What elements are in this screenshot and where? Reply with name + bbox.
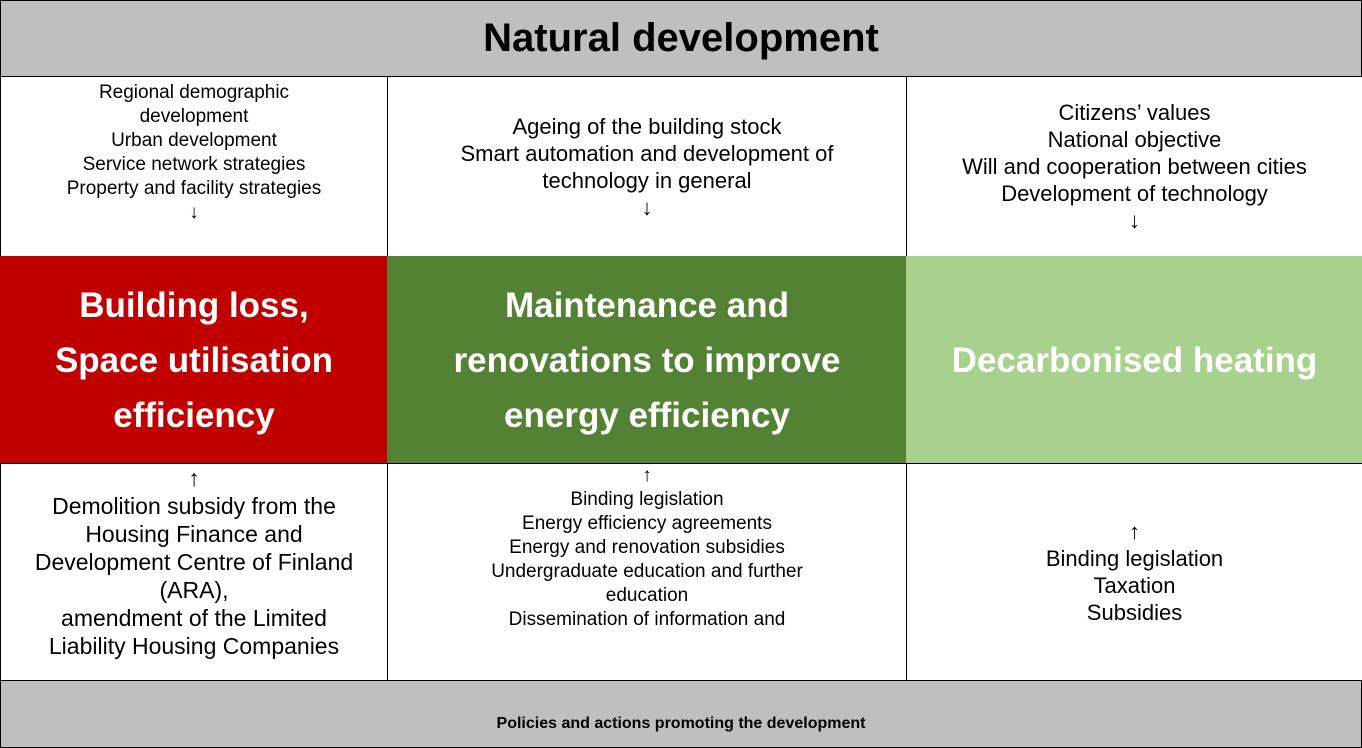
text-line: Development Centre of Finland xyxy=(34,549,354,575)
text-line: renovations to improve xyxy=(453,340,841,380)
bottom-cell: ↑ Binding legislation Taxation Subsidies xyxy=(906,463,1362,681)
text-line: ↑ xyxy=(642,465,652,486)
text-line: Ageing of the building stock xyxy=(512,113,782,139)
text-line: Demolition subsidy from the xyxy=(52,493,336,519)
text-line: ↑ xyxy=(188,465,200,491)
text-line: Subsidies xyxy=(1086,600,1183,625)
text-line: Energy efficiency agreements xyxy=(522,513,772,534)
text-line: energy efficiency xyxy=(504,395,790,435)
text-line: efficiency xyxy=(113,395,275,435)
text-line: education xyxy=(605,585,689,606)
text-line: Binding legislation xyxy=(570,489,724,510)
text-line: Will and cooperation between cities xyxy=(962,154,1307,179)
bottom-cell: ↑ Demolition subsidy from the Housing Fina… xyxy=(0,463,388,681)
header-title: Natural development xyxy=(483,16,879,60)
focus-area: Maintenance and renovations to improve ene… xyxy=(387,256,907,464)
top-cell: Citizens’ values National objective Will a… xyxy=(906,76,1362,257)
text-line: ↑ xyxy=(1129,519,1140,544)
text-line: Decarbonised heating xyxy=(951,340,1318,380)
bottom-cell: ↑ Binding legislation Energy efficiency ag… xyxy=(387,463,907,681)
text-line: Maintenance and xyxy=(505,285,789,325)
text-line: Citizens’ values xyxy=(1058,100,1211,125)
text-line: ↓ xyxy=(641,194,653,220)
text-line: Building loss, xyxy=(79,285,309,325)
text-line: Service network strategies xyxy=(82,154,306,175)
top-cell: Regional demographic development Urban dev… xyxy=(0,76,388,257)
text-line: Binding legislation xyxy=(1045,546,1224,571)
header: Natural development xyxy=(0,0,1362,77)
focus-area: Building loss, Space utilisation efficienc… xyxy=(0,256,388,464)
text-line: amendment of the Limited xyxy=(61,605,327,631)
text-line: development xyxy=(139,106,249,127)
focus-area: Decarbonised heating xyxy=(906,256,1362,464)
text-line: Regional demographic xyxy=(98,82,290,103)
text-line: National objective xyxy=(1047,127,1222,152)
text-line: Liability Housing Companies xyxy=(48,633,340,659)
text-line: Housing Finance and xyxy=(85,521,303,547)
footer-title: Policies and actions promoting the devel… xyxy=(496,715,866,732)
footer: Policies and actions promoting the devel… xyxy=(0,680,1362,748)
text-line: (ARA), xyxy=(159,577,229,603)
text-line: Development of technology xyxy=(1001,181,1268,206)
top-cell: Ageing of the building stock Smart automa… xyxy=(387,76,907,257)
text-line: ↓ xyxy=(1129,208,1140,233)
text-line: Space utilisation xyxy=(54,340,334,380)
text-line: Taxation xyxy=(1093,573,1176,598)
text-line: Energy and renovation subsidies xyxy=(509,537,785,558)
text-line: Undergraduate education and further xyxy=(491,561,803,582)
text-line: ↓ xyxy=(189,202,199,223)
text-line: technology in general xyxy=(542,167,752,193)
text-line: Dissemination of information and xyxy=(508,609,786,630)
text-line: Smart automation and development of xyxy=(460,140,834,166)
text-line: Urban development xyxy=(111,130,277,151)
text-line: Property and facility strategies xyxy=(66,178,322,199)
